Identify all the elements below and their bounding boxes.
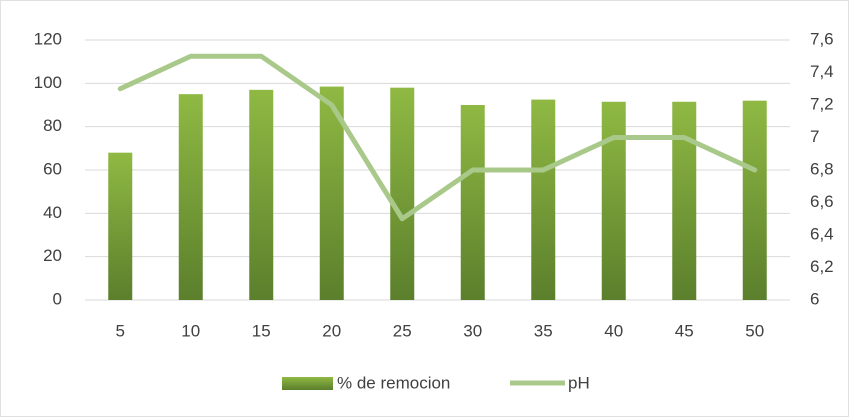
x-tick-label: 30: [463, 321, 482, 340]
y2-tick-label: 6,6: [810, 192, 834, 211]
x-tick-label: 5: [116, 321, 125, 340]
y-tick-label: 100: [34, 73, 62, 92]
y2-tick-label: 7,4: [810, 62, 834, 81]
legend-swatch: [282, 377, 333, 390]
x-tick-label: 25: [393, 321, 412, 340]
y2-tick-label: 6,4: [810, 224, 834, 243]
y2-tick-label: 6: [810, 289, 819, 308]
x-tick-label: 10: [181, 321, 200, 340]
bar: [390, 87, 415, 301]
x-tick-label: 15: [252, 321, 271, 340]
bar: [601, 101, 626, 300]
bar: [742, 100, 767, 301]
legend-label: pH: [568, 373, 590, 392]
y-tick-label: 120: [34, 29, 62, 48]
y-tick-label: 0: [53, 289, 62, 308]
bar: [249, 89, 274, 300]
bar: [531, 99, 556, 300]
y2-tick-label: 6,8: [810, 159, 834, 178]
x-tick-label: 50: [745, 321, 764, 340]
y-tick-label: 80: [43, 116, 62, 135]
y2-tick-label: 7,6: [810, 29, 834, 48]
legend-label: % de remocion: [337, 373, 450, 392]
line: [117, 53, 758, 222]
y2-tick-label: 7: [810, 127, 819, 146]
y-tick-label: 60: [43, 159, 62, 178]
x-tick-label: 35: [534, 321, 553, 340]
bar: [460, 105, 485, 300]
bar: [672, 101, 697, 300]
bar: [108, 152, 133, 300]
x-tick-label: 20: [322, 321, 341, 340]
y2-tick-label: 7,2: [810, 94, 834, 113]
y-tick-label: 40: [43, 203, 62, 222]
y-tick-label: 20: [43, 246, 62, 265]
bar: [178, 94, 203, 301]
y2-tick-label: 6,2: [810, 257, 834, 276]
x-tick-label: 40: [604, 321, 623, 340]
x-tick-label: 45: [675, 321, 694, 340]
